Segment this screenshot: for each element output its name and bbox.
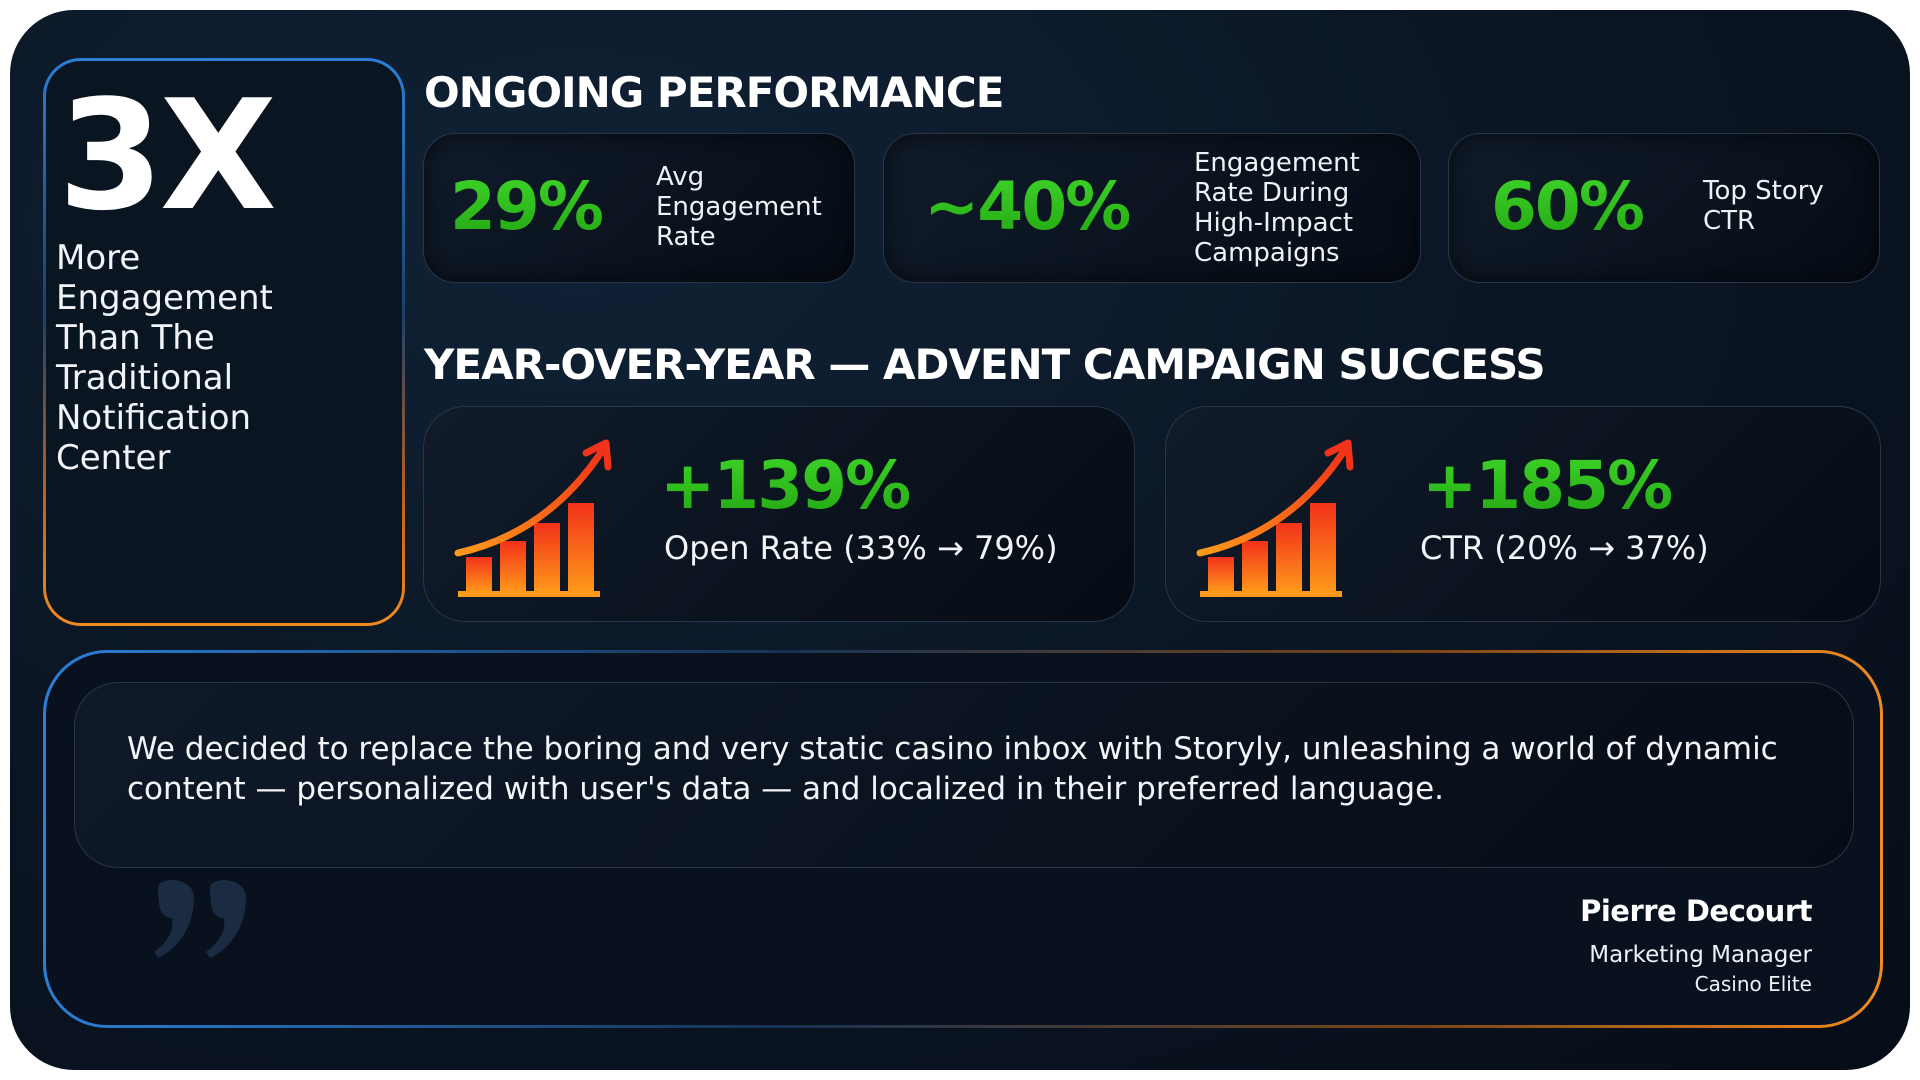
multiplier-description: More Engagement Than The Traditional Not… (56, 238, 273, 478)
growth-chart-icon (1196, 439, 1354, 597)
yoy-card-open-rate: +139% Open Rate (33% → 79%) (423, 406, 1135, 622)
author-name: Pierre Decourt (1580, 894, 1812, 928)
multiplier-value: 3X (58, 67, 277, 244)
author-company: Casino Elite (1694, 972, 1812, 996)
testimonial-quote-box: We decided to replace the boring and ver… (74, 682, 1854, 868)
yoy-value: +185% (1422, 447, 1673, 524)
infographic-panel: 3X More Engagement Than The Traditional … (10, 10, 1910, 1070)
stat-value: 60% (1491, 168, 1645, 245)
testimonial-author: Pierre Decourt Marketing Manager Casino … (1580, 894, 1812, 996)
stat-card-top-story-ctr: 60% Top Story CTR (1448, 133, 1880, 283)
quote-mark-icon (154, 879, 246, 958)
yoy-label: CTR (20% → 37%) (1420, 529, 1709, 567)
stat-value: 29% (450, 168, 604, 245)
yoy-title: YEAR-OVER-YEAR — ADVENT CAMPAIGN SUCCESS (424, 340, 1546, 389)
multiplier-card (43, 58, 405, 626)
yoy-card-ctr: +185% CTR (20% → 37%) (1165, 406, 1881, 622)
stat-label: Engagement Rate During High-Impact Campa… (1194, 148, 1360, 268)
testimonial-quote: We decided to replace the boring and ver… (127, 731, 1778, 807)
stat-label: Avg Engagement Rate (656, 162, 822, 252)
yoy-label: Open Rate (33% → 79%) (664, 529, 1058, 567)
stat-value: ~40% (924, 168, 1131, 245)
ongoing-performance-title: ONGOING PERFORMANCE (424, 68, 1004, 117)
stat-card-avg-engagement: 29% Avg Engagement Rate (423, 133, 855, 283)
author-role: Marketing Manager (1589, 942, 1812, 968)
yoy-value: +139% (660, 447, 911, 524)
stat-label: Top Story CTR (1703, 176, 1824, 236)
stat-card-high-impact: ~40% Engagement Rate During High-Impact … (883, 133, 1421, 283)
growth-chart-icon (454, 439, 612, 597)
